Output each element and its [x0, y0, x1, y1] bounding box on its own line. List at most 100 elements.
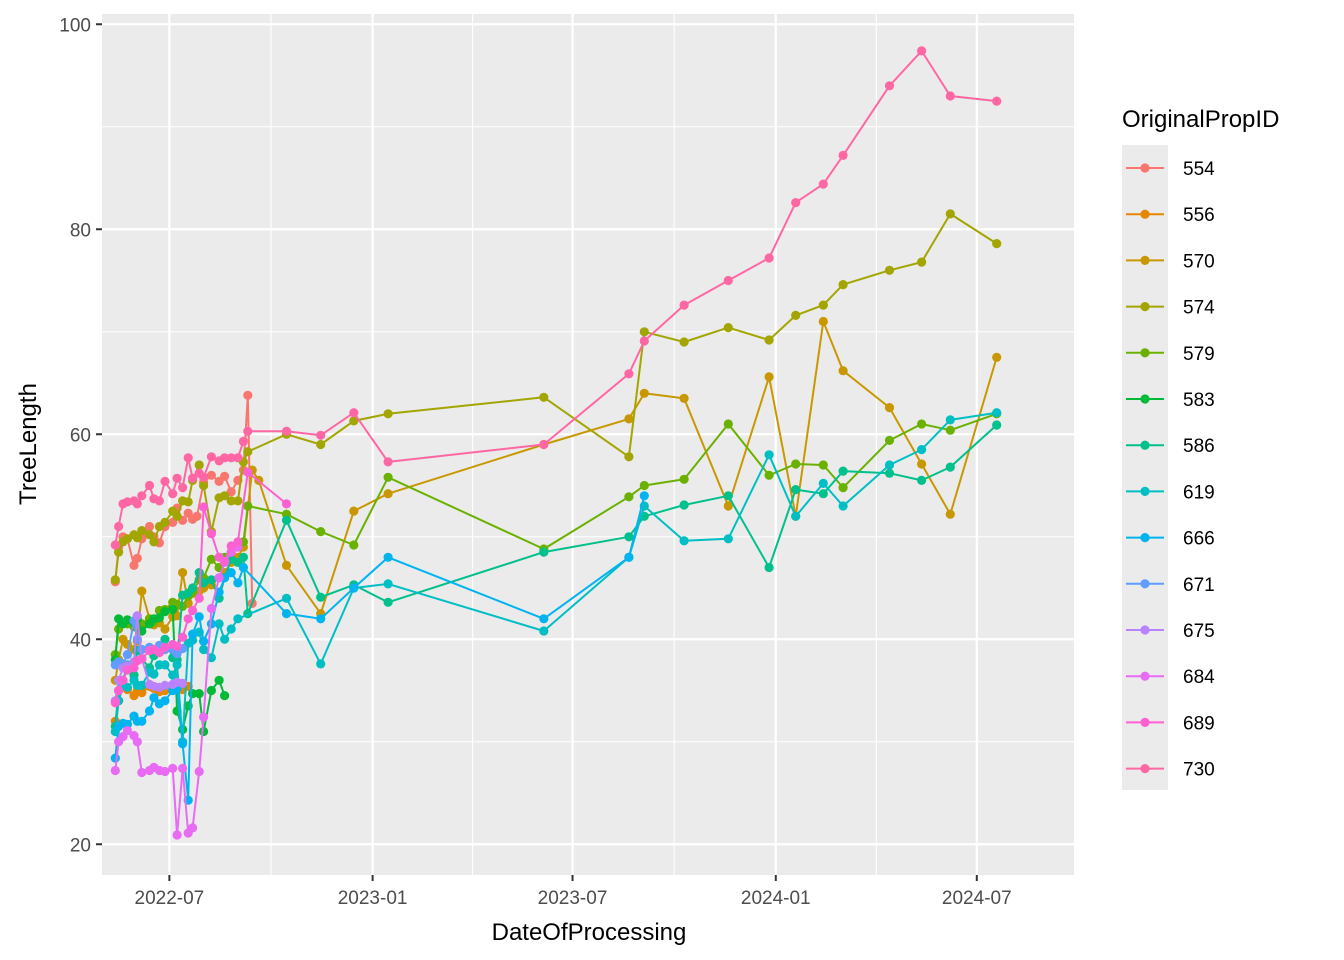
legend-key-point	[1140, 302, 1150, 312]
data-point	[206, 554, 216, 564]
data-point	[945, 462, 955, 472]
data-point	[188, 583, 198, 593]
data-point	[884, 460, 895, 470]
legend-item: 574	[1126, 298, 1215, 319]
data-point	[192, 511, 202, 521]
data-point	[226, 453, 236, 463]
data-point	[383, 552, 393, 562]
data-point	[233, 614, 243, 624]
legend-key-point	[1140, 717, 1150, 728]
data-point	[137, 654, 147, 664]
data-point	[137, 688, 147, 698]
data-point	[149, 693, 159, 703]
x-tick-label: 2024-07	[942, 888, 1012, 909]
data-point	[838, 150, 848, 160]
x-tick-label: 2022-07	[135, 888, 205, 909]
data-point	[160, 680, 170, 691]
data-point	[884, 265, 895, 275]
legend-item: 730	[1126, 760, 1215, 781]
data-point	[122, 725, 132, 736]
data-point	[992, 239, 1002, 249]
data-point	[243, 447, 253, 457]
data-point	[917, 257, 927, 267]
legend-key-point	[1140, 625, 1150, 635]
data-point	[178, 632, 188, 642]
axes: 20 40 60 80 100 2022-07 2023-01 2023-07 2024-01 2…	[59, 15, 1011, 909]
data-point	[624, 492, 634, 502]
data-point	[178, 763, 188, 774]
data-point	[639, 480, 649, 491]
data-point	[160, 766, 170, 777]
legend-item: 689	[1126, 713, 1215, 734]
data-point	[723, 501, 733, 511]
data-point	[383, 579, 393, 589]
data-point	[160, 696, 170, 706]
data-point	[194, 568, 204, 578]
data-point	[220, 556, 230, 566]
data-point	[838, 466, 848, 476]
data-point	[349, 506, 359, 516]
data-point	[992, 352, 1002, 362]
data-point	[199, 644, 209, 655]
data-point	[679, 536, 689, 546]
data-point	[154, 496, 164, 506]
data-point	[160, 642, 170, 653]
data-point	[383, 409, 393, 419]
data-point	[226, 496, 236, 506]
data-point	[818, 300, 828, 310]
data-point	[194, 612, 204, 622]
data-point	[137, 767, 147, 778]
data-point	[178, 568, 188, 578]
data-point	[383, 472, 393, 482]
x-axis-title: DateOfProcessing	[492, 919, 687, 946]
data-point	[226, 624, 236, 634]
data-point	[132, 533, 142, 543]
data-point	[206, 619, 216, 629]
data-point	[383, 597, 393, 607]
legend-item: 586	[1126, 436, 1215, 457]
legend-label: 666	[1183, 529, 1215, 550]
data-point	[110, 575, 120, 585]
data-point	[132, 737, 142, 747]
data-point	[160, 517, 170, 528]
data-point	[220, 453, 230, 463]
minor-gridlines	[102, 14, 1074, 875]
x-tick-label: 2023-01	[338, 888, 408, 909]
data-point	[639, 388, 649, 398]
legend-label: 684	[1183, 667, 1215, 688]
data-point	[639, 327, 649, 337]
data-point	[679, 300, 689, 310]
data-point	[945, 415, 955, 425]
data-point	[243, 426, 253, 436]
data-point	[992, 420, 1002, 430]
data-point	[243, 390, 253, 400]
legend-key-point	[1140, 209, 1150, 219]
legend-item: 554	[1126, 159, 1215, 180]
legend-item: 570	[1126, 251, 1215, 272]
data-point	[160, 634, 170, 644]
data-point	[281, 560, 292, 571]
legend-label: 671	[1183, 575, 1215, 596]
data-point	[144, 530, 155, 540]
data-point	[183, 614, 193, 624]
y-tick-label: 40	[70, 630, 91, 651]
data-point	[884, 468, 895, 478]
data-point	[110, 698, 120, 708]
data-point	[539, 547, 549, 557]
data-point	[349, 540, 359, 550]
data-point	[144, 706, 155, 716]
y-tick-label: 80	[70, 220, 91, 241]
data-point	[723, 323, 733, 333]
legend-key-point	[1140, 533, 1150, 543]
legend-item: 579	[1126, 344, 1215, 365]
data-point	[233, 537, 243, 547]
y-tick-label: 100	[59, 15, 91, 36]
data-point	[639, 491, 649, 501]
data-point	[149, 669, 159, 679]
data-point	[238, 552, 248, 562]
data-point	[243, 467, 253, 477]
data-point	[281, 515, 292, 525]
data-point	[149, 537, 159, 547]
data-point	[206, 603, 216, 614]
data-point	[316, 614, 326, 624]
